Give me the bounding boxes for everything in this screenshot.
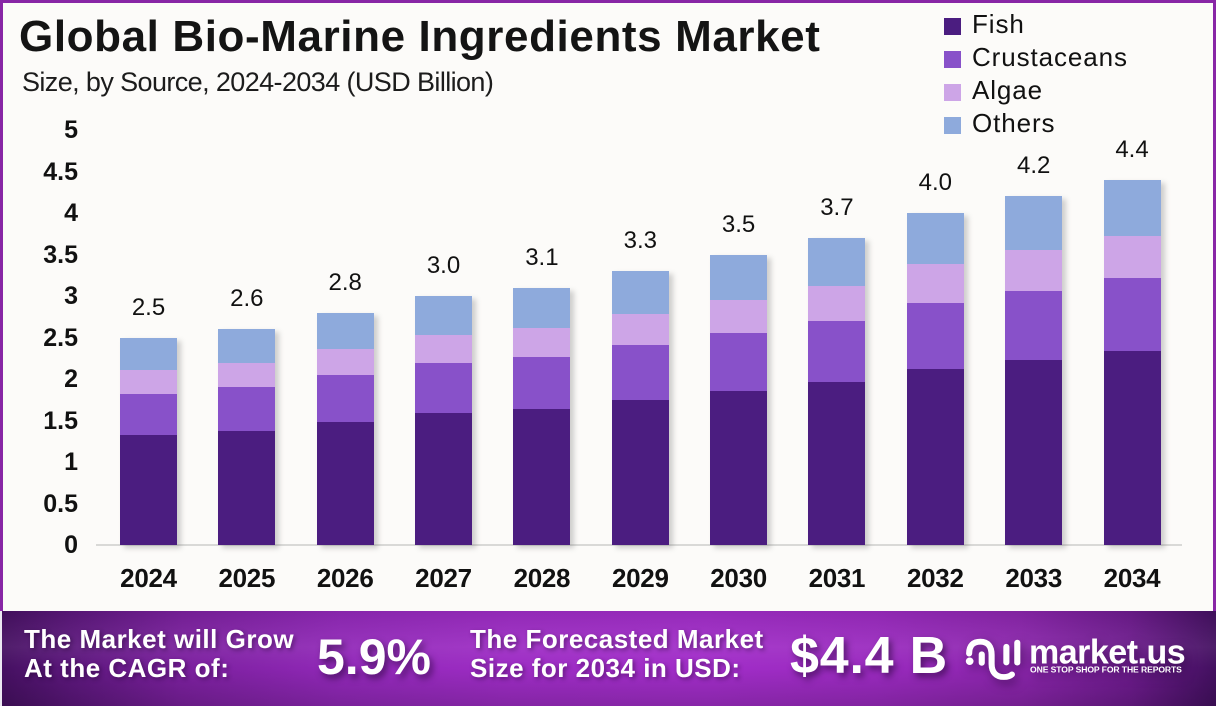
svg-text:ONE STOP SHOP FOR THE REPORTS: ONE STOP SHOP FOR THE REPORTS <box>1030 664 1182 674</box>
svg-text:market.us: market.us <box>1029 634 1185 672</box>
